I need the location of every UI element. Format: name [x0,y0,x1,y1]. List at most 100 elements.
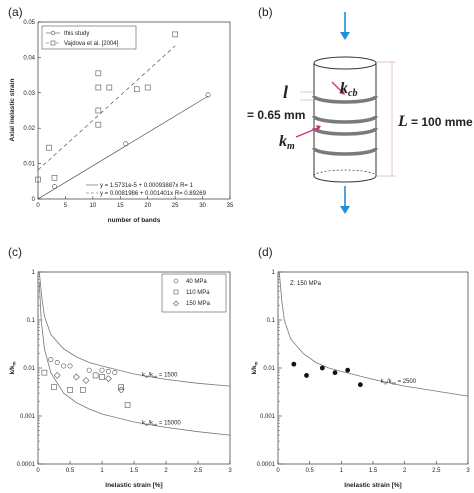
sample-length-value: = 100 mme [411,115,473,129]
x-tick-label-c: 0 [36,468,40,474]
x-tick-label-c: 0.5 [66,468,75,474]
legend-marker-square-c [173,289,179,295]
data-point-a-1 [106,84,113,91]
legend-a: this study Vajdova et al. [2004] [41,25,137,50]
sample-length-symbol: L [397,113,408,130]
data-point-c-1 [80,387,86,393]
model-curve-label-c-1: km/kcb = 15000 [142,420,181,427]
legend-c: 40 MPa 110 MPa 150 MPa [161,273,227,313]
legend-marker-square [50,40,56,46]
legend-entry-110mpa: 110 MPa [186,290,210,296]
x-tick-label-d: 1 [340,468,344,474]
band-4 [312,147,378,156]
legend-marker-circle-c [173,278,179,284]
km-pointer [295,127,319,138]
diagram-b: l = 0.65 mm kcb km L = 100 mme [247,12,473,214]
x-tick-label-c: 2 [164,468,168,474]
panel-label-b: (b) [258,5,273,19]
data-point-d-0 [304,373,309,378]
data-point-a-1 [51,174,58,181]
y-tick-label-a: 0.04 [23,55,35,61]
panel-label-a: (a) [8,5,23,19]
data-point-d-0 [357,382,363,388]
band-thickness-symbol: l [283,82,288,102]
x-tick-label-d: 2 [403,468,407,474]
data-point-c-0 [54,360,60,366]
data-point-c-0 [61,363,67,369]
y-tick-label-c: 0.1 [27,318,36,324]
plot-frame-a [37,21,231,200]
y-tick-label-c: 0.01 [23,366,35,372]
x-tick-label-d: 0.5 [305,468,314,474]
band-2 [312,115,378,124]
legend-entry-this-study: this study [64,31,89,37]
data-point-c-1 [41,369,48,376]
model-curve-label-d-0: km/kcb = 2500 [381,379,417,386]
bottom-arrow-head [340,206,350,214]
data-point-a-1 [95,70,102,77]
chart-d: 0 0.5 1 1.5 2 2.5 3 1 0.1 0.01 0.001 0.0001 km/kcb … [251,270,470,489]
y-tick-label-d: 0.1 [267,318,276,324]
compaction-bands [312,95,378,156]
x-tick-label-a: 35 [227,203,234,209]
y-tick-label-a: 0.03 [23,91,35,97]
x-tick-label-d: 0 [276,468,280,474]
data-point-c-0 [112,370,118,376]
data-point-a-0 [51,184,57,190]
x-tick-label-d: 3 [466,468,470,474]
data-point-a-1 [95,84,102,91]
x-tick-label-a: 10 [90,203,97,209]
y-axis-label-d: k/km [251,361,259,374]
data-point-c-1 [92,372,99,379]
x-tick-label-c: 1.5 [130,468,139,474]
annotation-d: Z: 150 MPa [290,281,322,287]
x-tick-label-a: 0 [36,203,40,209]
fit-equations-a: y = 1.5731e-5 + 0.00093887x R= 1 y = 0.0… [86,183,207,197]
x-tick-label-a: 20 [144,203,151,209]
y-tick-label-a: 0.02 [23,126,35,132]
data-point-d-0 [345,367,351,373]
data-point-a-0 [205,92,211,98]
y-axis-label-c: k/km [9,361,17,374]
model-curve-c-1 [38,282,231,436]
y-tick-label-d: 0.01 [263,366,275,372]
data-point-c-2 [82,377,90,384]
x-tick-label-c: 1 [100,468,104,474]
data-point-a-1 [133,86,140,93]
x-tick-label-c: 3 [228,468,232,474]
band-thickness-value: = 0.65 mm [247,108,305,122]
y-tick-label-c: 1 [32,270,36,276]
panel-label-d: (d) [258,245,273,259]
data-point-d-0 [332,370,338,376]
legend-marker-circle [50,30,56,36]
data-point-c-2 [104,375,112,383]
chart-c: 0 0.5 1 1.5 2 2.5 3 1 0.1 0.01 0.001 0.0001 km/kcb … [9,270,232,489]
y-axis-label-a: Axial inelastic strain [9,79,16,142]
data-point-a-1 [144,84,151,91]
data-point-a-1 [95,107,102,114]
data-point-c-1 [67,387,73,393]
data-point-a-0 [123,141,129,147]
data-point-c-0 [105,368,111,374]
model-curve-d-0 [278,271,469,397]
data-point-c-2 [117,386,125,394]
x-tick-label-a: 25 [172,203,179,209]
km-label: km [279,133,295,152]
x-tick-label-d: 1.5 [369,468,378,474]
fit-line-a-1 [37,45,176,171]
data-point-c-1 [99,374,105,380]
model-curve-c-0 [38,271,231,387]
fit-line-a-0 [37,95,209,200]
cylinder [313,56,377,183]
legend-marker-diamond-c [173,300,179,307]
x-axis-label-a: number of bands [108,217,161,224]
x-tick-label-a: 15 [117,203,124,209]
x-axis-label-d: Inelastic strain [%] [344,482,401,489]
data-point-c-2 [72,373,80,381]
fit-equation-dashed: y = 0.0081986 + 0.001401x R= 0.89269 [100,191,207,197]
data-point-c-0 [86,367,92,373]
kcb-label: kcb [340,80,357,99]
data-point-a-1 [172,31,178,38]
data-point-d-0 [291,361,297,367]
